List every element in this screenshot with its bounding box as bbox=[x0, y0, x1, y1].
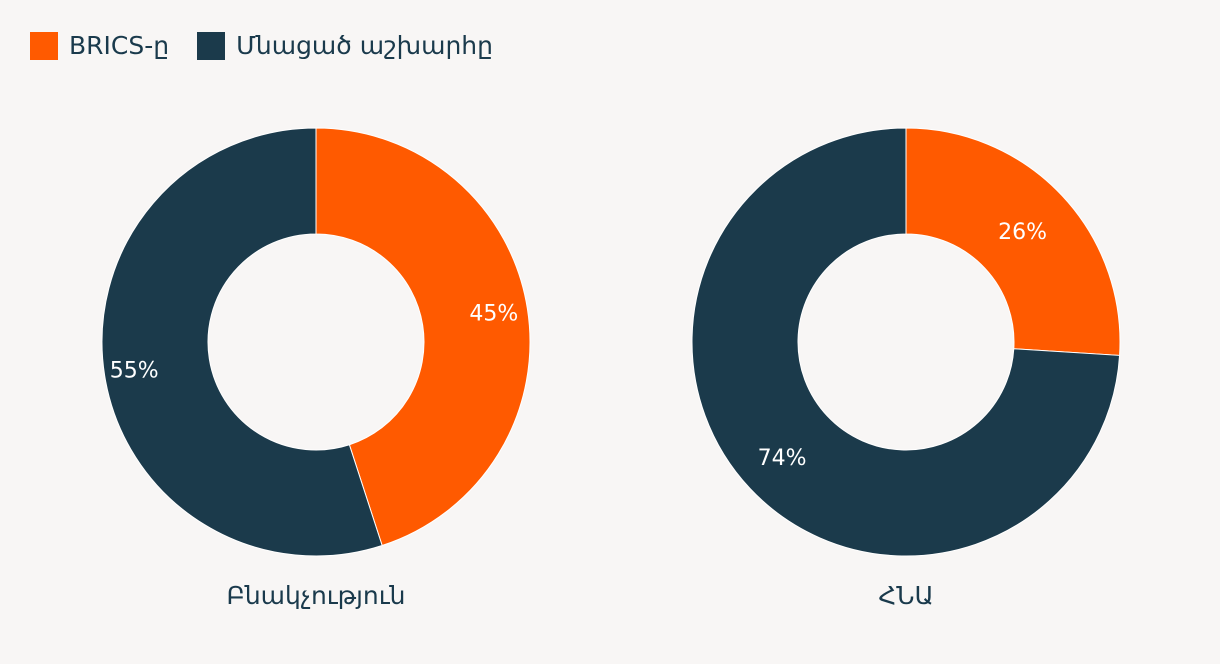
chart-title-gdp: ՀՆԱ bbox=[878, 581, 933, 610]
slice-label-population-rest-of-world: 55% bbox=[110, 358, 159, 383]
slice-label-population-brics: 45% bbox=[469, 301, 518, 326]
legend-swatch-rest-of-world bbox=[197, 32, 226, 60]
legend-label-brics: BRICS-ը bbox=[69, 31, 170, 60]
chart-title-population: Բնակչություն bbox=[227, 581, 406, 610]
slice-population-rest-of-world bbox=[101, 127, 383, 557]
slice-gdp-rest-of-world bbox=[691, 127, 1121, 557]
slice-label-gdp-brics: 26% bbox=[998, 220, 1047, 245]
slice-gdp-brics bbox=[905, 127, 1121, 356]
slice-population-brics bbox=[315, 127, 531, 547]
legend-item-rest-of-world: Մնացած աշխարհը bbox=[197, 32, 493, 60]
legend-swatch-brics bbox=[30, 32, 58, 60]
legend-label-rest-of-world: Մնացած աշխարհը bbox=[236, 31, 493, 60]
slice-label-gdp-rest-of-world: 74% bbox=[758, 446, 807, 471]
legend: BRICS-ը Մնացած աշխարհը bbox=[30, 32, 521, 60]
donut-chart-gdp: 26% 74% ՀՆԱ bbox=[691, 127, 1121, 610]
legend-item-brics: BRICS-ը bbox=[30, 32, 169, 60]
donut-chart-population: 45% 55% Բնակչություն bbox=[101, 127, 531, 610]
